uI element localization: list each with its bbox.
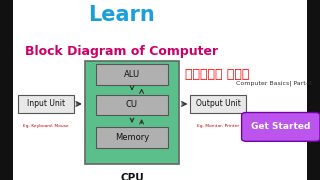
Text: Computer Basics| Part-II: Computer Basics| Part-II [236, 81, 311, 87]
FancyBboxPatch shape [85, 61, 179, 164]
Text: Block Diagram of Computer: Block Diagram of Computer [25, 45, 218, 58]
FancyBboxPatch shape [18, 94, 74, 113]
Text: Learn: Learn [88, 5, 155, 25]
Text: CU: CU [126, 100, 138, 109]
Text: Input Unit: Input Unit [27, 99, 65, 108]
FancyBboxPatch shape [96, 94, 168, 115]
Text: Eg. Keyboard, Mouse: Eg. Keyboard, Mouse [23, 124, 68, 128]
FancyBboxPatch shape [242, 112, 320, 141]
Text: Memory: Memory [115, 133, 149, 142]
Text: हिंदी में: हिंदी में [185, 68, 250, 81]
FancyBboxPatch shape [96, 64, 168, 85]
Text: Output Unit: Output Unit [196, 99, 241, 108]
FancyBboxPatch shape [96, 127, 168, 148]
Text: CPU: CPU [120, 173, 144, 180]
FancyBboxPatch shape [190, 94, 246, 113]
Text: Get Started: Get Started [251, 122, 310, 131]
Text: ALU: ALU [124, 70, 140, 79]
Text: Eg. Monitor, Printer: Eg. Monitor, Printer [197, 124, 239, 128]
